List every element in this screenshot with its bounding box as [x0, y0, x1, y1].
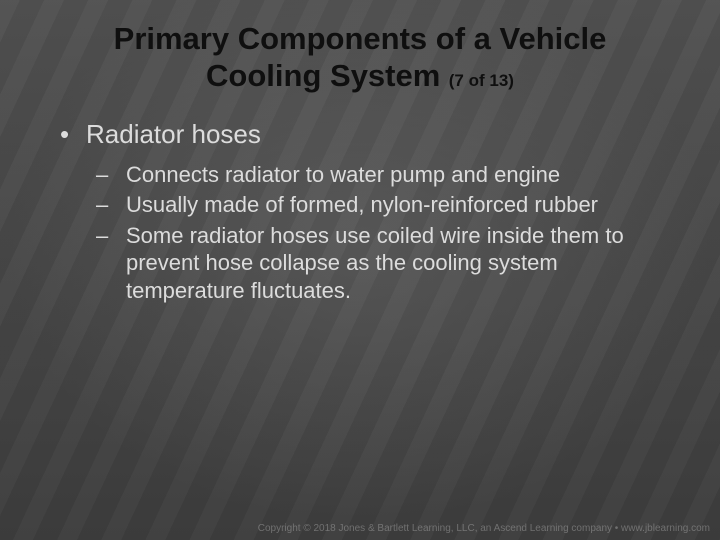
footer-text: Copyright © 2018 Jones & Bartlett Learni…	[258, 523, 710, 534]
title-counter: (7 of 13)	[449, 71, 514, 90]
dash-glyph: –	[96, 161, 126, 189]
slide: Primary Components of a Vehicle Cooling …	[0, 0, 720, 540]
bullet-level1-list: • Radiator hoses	[40, 118, 680, 151]
list-item: – Connects radiator to water pump and en…	[96, 161, 680, 189]
list-item-text: Radiator hoses	[86, 118, 261, 151]
title-text-line1: Primary Components of a Vehicle	[114, 21, 607, 56]
copyright-footer: Copyright © 2018 Jones & Bartlett Learni…	[258, 523, 710, 534]
list-item-text: Usually made of formed, nylon-reinforced…	[126, 191, 598, 219]
content-area: • Radiator hoses – Connects radiator to …	[0, 94, 720, 304]
dash-glyph: –	[96, 191, 126, 219]
title-block: Primary Components of a Vehicle Cooling …	[0, 0, 720, 94]
list-item: – Usually made of formed, nylon-reinforc…	[96, 191, 680, 219]
list-item: • Radiator hoses	[60, 118, 680, 151]
title-line2-wrap: Cooling System (7 of 13)	[60, 57, 660, 94]
list-item: – Some radiator hoses use coiled wire in…	[96, 222, 680, 305]
bullet-level2-list: – Connects radiator to water pump and en…	[40, 161, 680, 305]
list-item-text: Connects radiator to water pump and engi…	[126, 161, 560, 189]
list-item-text: Some radiator hoses use coiled wire insi…	[126, 222, 680, 305]
title-text-line2: Cooling System	[206, 58, 440, 93]
bullet-glyph: •	[60, 118, 86, 151]
dash-glyph: –	[96, 222, 126, 305]
title-line1: Primary Components of a Vehicle	[60, 20, 660, 57]
